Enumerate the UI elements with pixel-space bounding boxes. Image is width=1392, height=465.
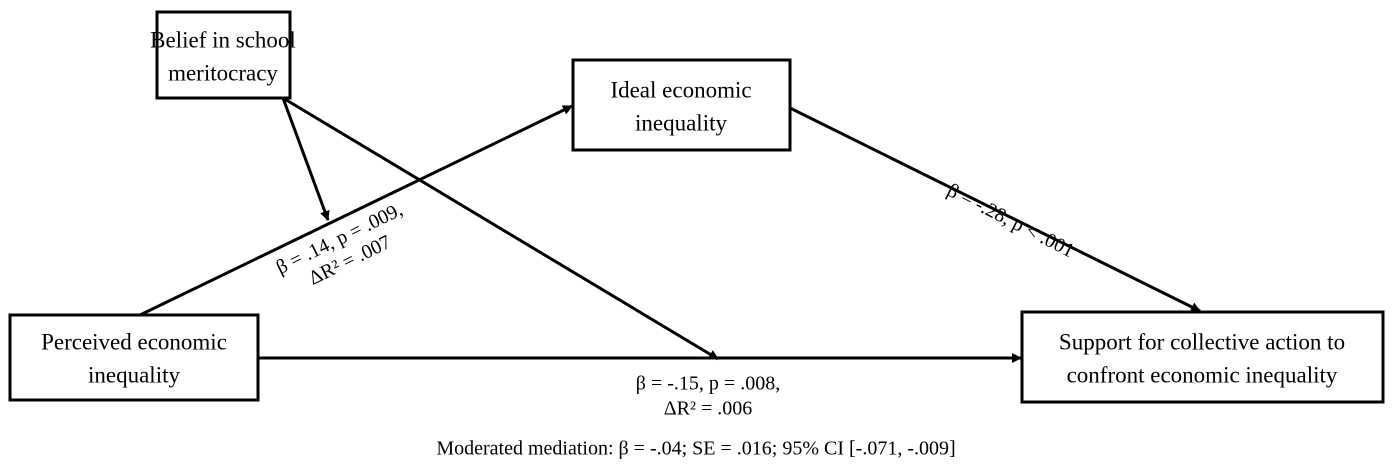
node-label: inequality: [88, 362, 180, 387]
node-label: inequality: [635, 110, 727, 135]
edge-label: β = -.15, p = .008,: [636, 373, 780, 395]
node-box: [8, 313, 260, 402]
arrow: [282, 96, 719, 361]
node-label: meritocracy: [168, 60, 278, 85]
node-label: Belief in school: [150, 27, 296, 52]
node-box: [1020, 310, 1385, 404]
arrow: [281, 97, 330, 221]
node-label: confront economic inequality: [1067, 362, 1338, 387]
edge-label: β = -.28, p < .001: [944, 179, 1078, 262]
arrow: [789, 106, 1201, 313]
node-label: Perceived economic: [41, 329, 227, 354]
node-label: Ideal economic: [610, 77, 751, 102]
node-box: [571, 58, 792, 152]
edge-label: ΔR² = .006: [664, 398, 752, 420]
footnote: Moderated mediation: β = -.04; SE = .016…: [436, 438, 955, 460]
node-box: [155, 10, 292, 100]
node-label: Support for collective action to: [1059, 329, 1345, 354]
arrow: [139, 104, 573, 317]
